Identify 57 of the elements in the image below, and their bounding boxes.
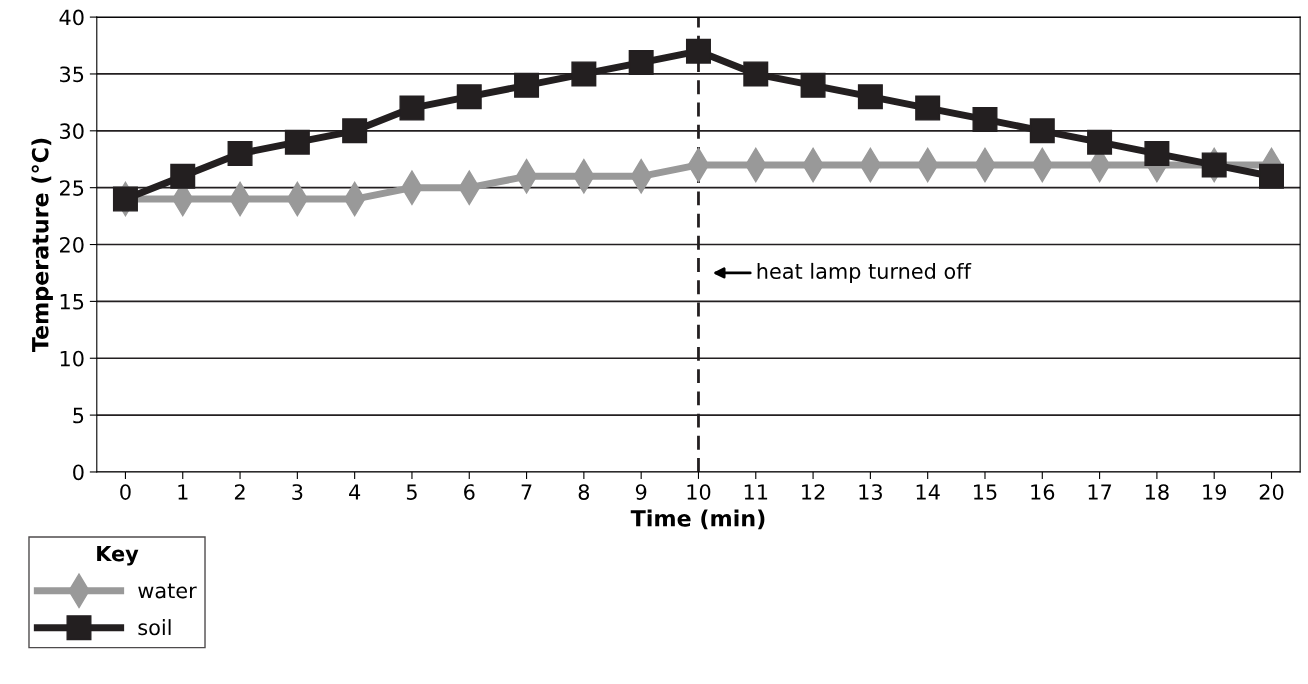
- point: [1258, 163, 1285, 189]
- x-tick-label: 6: [464, 484, 475, 500]
- x-tick-label: 8: [578, 484, 590, 500]
- point: [571, 61, 597, 87]
- x-tick-label: 11: [744, 484, 768, 500]
- legend-title: Key: [97, 545, 139, 566]
- ref-line-label: heat lamp turned off: [757, 262, 972, 284]
- y-axis-title: Temperature (°C): [31, 138, 53, 353]
- x-tick-label: 7: [521, 484, 532, 500]
- x-tick-label: 19: [1203, 484, 1226, 500]
- point: [170, 163, 196, 189]
- point: [800, 72, 826, 98]
- y-tick-label: 0: [73, 464, 84, 481]
- y-tick-label: 20: [60, 236, 84, 253]
- x-tick-label: 2: [234, 484, 245, 500]
- point: [342, 118, 368, 144]
- y-tick-label: 40: [59, 9, 84, 26]
- x-tick-label: 13: [859, 484, 882, 500]
- y-tick-label: 15: [60, 294, 84, 310]
- y-tick-label: 25: [60, 180, 84, 196]
- point: [857, 84, 883, 110]
- x-tick-label: 15: [974, 484, 997, 500]
- point: [1144, 141, 1170, 167]
- point: [1029, 118, 1055, 144]
- legend-label: water: [138, 583, 197, 599]
- point: [685, 38, 711, 64]
- x-tick-label: 0: [120, 484, 131, 500]
- x-axis-title: Time (min): [630, 509, 765, 530]
- point: [112, 186, 138, 212]
- x-tick-label: 9: [635, 484, 647, 500]
- point: [915, 95, 941, 121]
- point: [743, 61, 769, 87]
- point: [227, 141, 253, 167]
- point: [1201, 152, 1227, 178]
- x-tick-label: 5: [406, 484, 417, 500]
- x-tick-label: 20: [1259, 484, 1284, 500]
- x-tick-label: 14: [916, 484, 940, 500]
- x-tick-label: 1: [178, 484, 188, 500]
- point: [628, 50, 654, 76]
- point: [1087, 129, 1113, 155]
- point: [399, 95, 425, 121]
- point: [284, 129, 310, 155]
- point: [456, 84, 482, 110]
- point: [972, 106, 998, 132]
- legend-label: soil: [138, 619, 171, 636]
- point: [514, 72, 540, 98]
- y-tick-label: 5: [73, 407, 84, 424]
- x-tick-label: 17: [1088, 484, 1112, 500]
- x-tick-label: 12: [802, 484, 825, 500]
- x-tick-label: 3: [292, 484, 303, 500]
- x-tick-label: 18: [1145, 484, 1169, 500]
- x-tick-label: 4: [349, 484, 361, 500]
- x-tick-label: 16: [1031, 484, 1055, 500]
- x-tick-label: 10: [687, 484, 711, 500]
- y-tick-label: 10: [60, 350, 84, 367]
- y-tick-label: 30: [60, 123, 84, 140]
- y-tick-label: 35: [60, 66, 84, 83]
